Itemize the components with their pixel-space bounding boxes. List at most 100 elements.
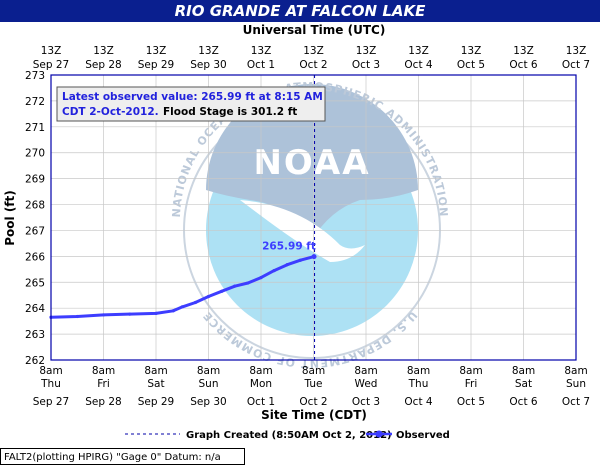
x-axis-title: Site Time (CDT) (261, 408, 367, 422)
latest-value-callout: Latest observed value: 265.99 ft at 8:15… (56, 86, 326, 122)
observed-point (220, 289, 224, 293)
noaa-logo-text: NOAA (253, 143, 370, 183)
y-axis-ticks: 262 263 264 265 266 267 268 269 270 271 272 273 (25, 70, 45, 367)
title-bar (0, 0, 600, 22)
latest-value-label: 265.99 ft (262, 241, 316, 253)
observed-latest-marker (311, 254, 317, 260)
legend: Graph Created (8:50AM Oct 2, 2012) Obser… (125, 430, 450, 441)
top-tick-date: Oct 4 (404, 59, 432, 71)
bottom-tick-time: 8am (144, 365, 167, 377)
top-tick-label: 13Z (303, 45, 324, 57)
top-tick-date: Sep 29 (138, 59, 175, 71)
y-tick-label: 269 (25, 174, 45, 186)
bottom-tick-date: Oct 3 (352, 396, 380, 408)
y-tick-label: 271 (25, 122, 45, 134)
observed-point (259, 276, 263, 280)
observed-point (206, 294, 211, 299)
y-axis-title: Pool (ft) (3, 190, 17, 246)
bottom-tick-weekday: Sat (515, 378, 532, 390)
bottom-tick-weekday: Tue (304, 378, 323, 390)
top-tick-date: Oct 2 (299, 59, 327, 71)
top-tick-label: 13Z (93, 45, 114, 57)
chart-title: RIO GRANDE AT FALCON LAKE (175, 2, 426, 20)
observed-point (233, 284, 237, 288)
bottom-tick-date: Oct 5 (457, 396, 485, 408)
top-tick-label: 13Z (461, 45, 482, 57)
top-axis-ticks: 13Z Sep 27 13Z Sep 28 13Z Sep 29 13Z Sep 30 13Z O… (33, 45, 590, 71)
top-tick-label: 13Z (251, 45, 272, 57)
observed-point (75, 314, 79, 319)
y-tick-label: 264 (25, 303, 45, 315)
top-axis-title: Universal Time (UTC) (243, 23, 386, 37)
top-tick-date: Oct 3 (352, 59, 380, 71)
top-tick-date: Oct 7 (562, 59, 590, 71)
y-tick-label: 266 (25, 251, 45, 263)
bottom-tick-time: 8am (512, 365, 535, 377)
bottom-tick-time: 8am (39, 365, 62, 377)
bottom-tick-weekday: Sun (199, 378, 219, 390)
bottom-tick-time: 8am (564, 365, 587, 377)
bottom-tick-time: 8am (302, 365, 325, 377)
bottom-tick-date: Sep 29 (138, 396, 175, 408)
top-tick-label: 13Z (513, 45, 534, 57)
plot-border (50, 74, 577, 361)
bottom-tick-time: 8am (197, 365, 220, 377)
series-layer (49, 75, 317, 360)
footer-text: FALT2(plotting HPIRG) "Gage 0" Datum: n/… (4, 452, 221, 463)
observed-point (101, 313, 106, 317)
y-tick-label: 273 (25, 70, 45, 82)
top-tick-date: Oct 5 (457, 59, 485, 71)
top-tick-label: 13Z (146, 45, 167, 57)
bottom-tick-time: 8am (407, 365, 430, 377)
bottom-tick-date: Sep 27 (33, 396, 70, 408)
bottom-tick-weekday: Thu (40, 378, 61, 390)
top-tick-label: 13Z (408, 45, 429, 57)
bottom-tick-time: 8am (92, 365, 115, 377)
top-tick-date: Sep 28 (85, 59, 122, 71)
bottom-tick-weekday: Wed (355, 378, 378, 390)
top-tick-date: Sep 30 (190, 59, 227, 71)
bottom-tick-date: Sep 28 (85, 396, 122, 408)
bottom-tick-weekday: Fri (97, 378, 110, 390)
observed-point (246, 281, 250, 285)
bottom-tick-date: Oct 4 (404, 396, 432, 408)
top-tick-date: Oct 1 (247, 59, 275, 71)
top-tick-label: 13Z (566, 45, 587, 57)
callout-line-2b: Flood Stage is 301.2 ft (163, 106, 297, 118)
bottom-tick-time: 8am (354, 365, 377, 377)
callout-line-2a: CDT 2-Oct-2012. (62, 106, 159, 118)
observed-point (180, 305, 184, 309)
top-tick-date: Sep 27 (33, 59, 70, 71)
bottom-tick-weekday: Fri (465, 378, 478, 390)
observed-point (272, 269, 276, 273)
observed-point (154, 311, 158, 315)
observed-point (193, 300, 197, 305)
bottom-tick-date: Oct 2 (299, 396, 327, 408)
bottom-tick-date: Oct 6 (509, 396, 537, 408)
observed-point (298, 258, 302, 262)
y-tick-label: 268 (25, 200, 45, 212)
top-tick-date: Oct 6 (509, 59, 537, 71)
noaa-watermark: NOAA NATIONAL OCEANIC AND ATMOSPHERIC AD… (170, 80, 449, 370)
legend-observed-label: Observed (396, 430, 450, 441)
bottom-tick-time: 8am (459, 365, 482, 377)
bottom-tick-weekday: Mon (250, 378, 272, 390)
y-tick-label: 270 (25, 148, 45, 160)
top-tick-label: 13Z (356, 45, 377, 57)
bottom-tick-date: Oct 7 (562, 396, 590, 408)
y-tick-label: 262 (25, 355, 45, 367)
observed-point (285, 263, 289, 267)
observed-point (128, 312, 132, 316)
y-tick-label: 265 (25, 277, 45, 289)
y-tick-label: 272 (25, 96, 45, 108)
observed-point (171, 309, 175, 313)
top-tick-label: 13Z (41, 45, 62, 57)
callout-line-1: Latest observed value: 265.99 ft at 8:15… (62, 91, 323, 103)
bottom-tick-weekday: Sun (566, 378, 586, 390)
callout-box (56, 86, 326, 122)
noaa-wave-shape (240, 200, 365, 262)
legend-observed-marker (375, 430, 383, 438)
y-tick-label: 263 (25, 329, 45, 341)
noaa-bird-shape (206, 84, 418, 240)
